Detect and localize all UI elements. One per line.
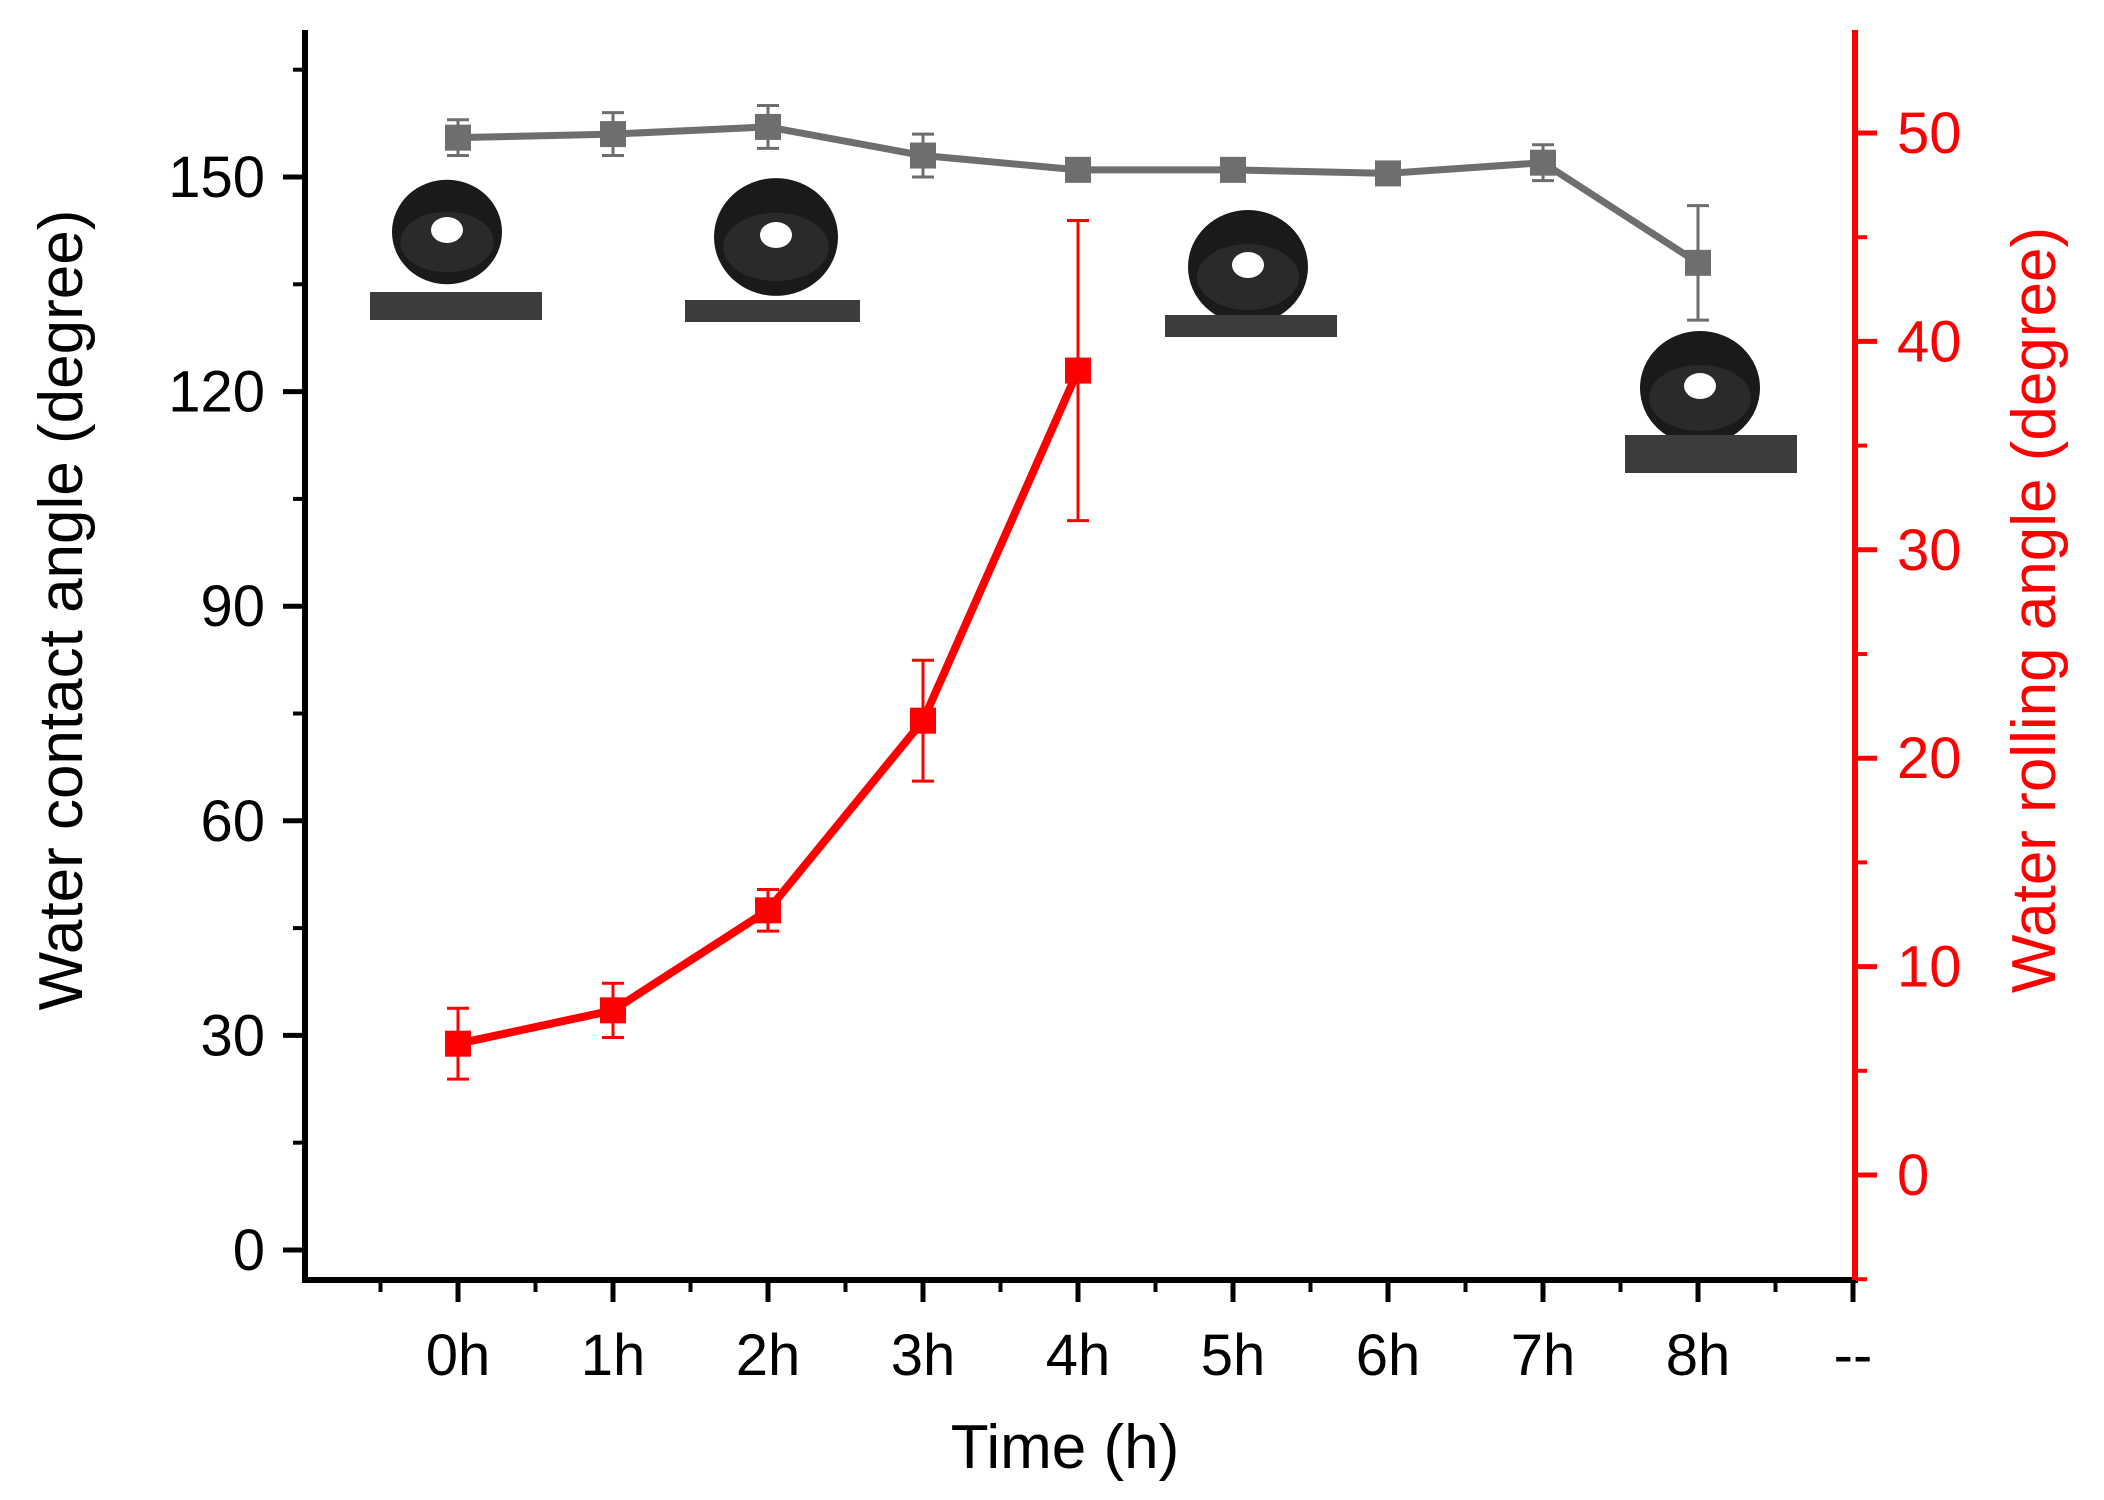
plot-area [445, 103, 1711, 1081]
right-y-tick-label: 20 [1897, 726, 1962, 791]
x-axis-title: Time (h) [951, 1413, 1179, 1482]
droplet-highlight [760, 222, 792, 248]
droplet-highlight [1684, 373, 1716, 399]
left-y-tick-label: 30 [200, 1003, 265, 1068]
data-point-marker [1220, 156, 1246, 183]
droplet-inset-photo [685, 178, 860, 322]
left-y-axis-title: Water contact angle (degree) [27, 210, 96, 1011]
x-tick-label: 0h [426, 1323, 491, 1388]
data-point-marker [1065, 156, 1091, 183]
left-y-tick-label: 60 [200, 789, 265, 854]
x-tick-label: 2h [736, 1323, 801, 1388]
substrate-surface [1625, 435, 1797, 473]
left-y-tick-label: 150 [168, 145, 265, 210]
contact-angle-series [445, 103, 1711, 322]
x-tick-label: -- [1834, 1323, 1873, 1388]
x-tick-label: 3h [891, 1323, 956, 1388]
x-tick-label: 1h [581, 1323, 646, 1388]
substrate-surface [370, 292, 542, 320]
droplet-inset-photo [370, 179, 542, 320]
data-point-marker [600, 997, 626, 1024]
axes: 0 30 60 90 120 150 0 10 20 30 40 50 0h 1h 2h 3h 4h 5h 6h 7h… [168, 30, 1962, 1388]
right-y-tick-label: 0 [1897, 1143, 1929, 1208]
droplet-inset-photo [1165, 210, 1337, 337]
data-point-marker [910, 142, 936, 169]
substrate-surface [1165, 315, 1337, 337]
rolling-angle-series [445, 219, 1091, 1081]
data-point-marker [1375, 160, 1401, 187]
data-point-marker [755, 897, 781, 924]
data-point-marker [445, 1030, 471, 1057]
x-tick-label: 7h [1511, 1323, 1576, 1388]
x-tick-label: 4h [1046, 1323, 1111, 1388]
right-y-axis-title: Water rolling angle (degree) [2000, 227, 2069, 993]
x-tick-label: 5h [1201, 1323, 1266, 1388]
x-tick-label: 6h [1356, 1323, 1421, 1388]
droplet-insets [370, 178, 1797, 473]
data-point-marker [1530, 149, 1556, 176]
data-point-marker [600, 121, 626, 148]
droplet-highlight [1232, 252, 1264, 278]
data-point-marker [755, 113, 781, 140]
data-point-marker [445, 124, 471, 151]
data-point-marker [910, 707, 936, 734]
right-y-tick-label: 50 [1897, 101, 1962, 166]
left-y-tick-label: 90 [200, 574, 265, 639]
substrate-surface [685, 300, 860, 322]
droplet-inset-photo [1625, 331, 1797, 473]
data-point-marker [1065, 357, 1091, 384]
left-y-tick-label: 120 [168, 360, 265, 425]
series-line [457, 368, 1082, 1048]
droplet-highlight [431, 217, 463, 243]
right-y-tick-label: 10 [1897, 935, 1962, 1000]
right-y-tick-label: 30 [1897, 518, 1962, 583]
right-y-tick-label: 40 [1897, 309, 1962, 374]
left-y-tick-label: 0 [233, 1218, 265, 1283]
data-point-marker [1685, 249, 1711, 276]
x-tick-label: 8h [1666, 1323, 1731, 1388]
